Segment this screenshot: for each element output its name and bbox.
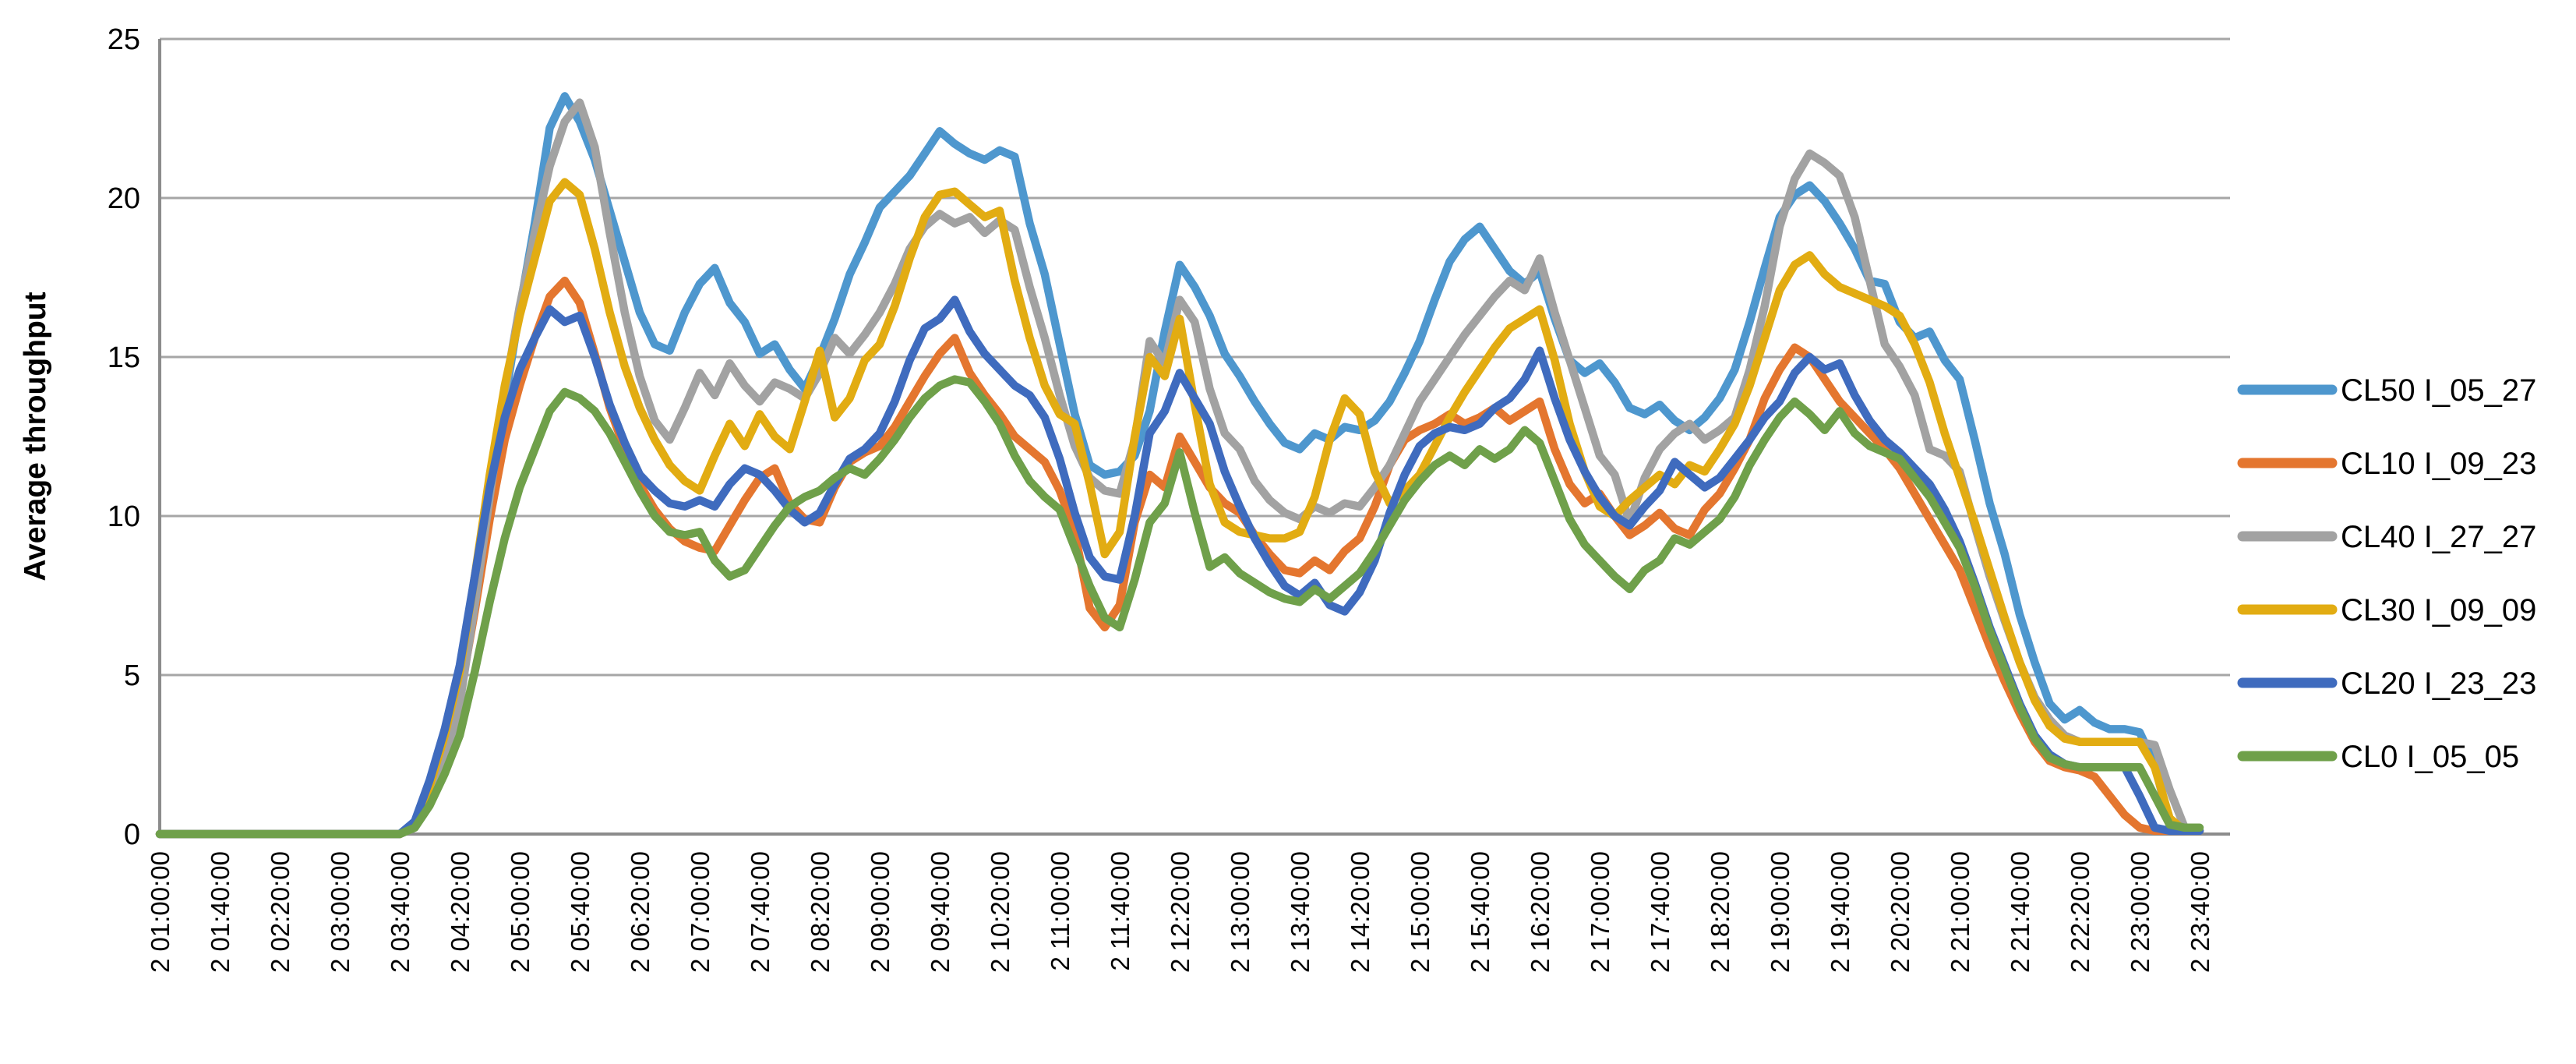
- y-tick-label: 15: [108, 341, 140, 374]
- x-tick-label: 2 16:20:00: [1526, 851, 1554, 973]
- series-line-cl0: [155, 375, 2204, 839]
- x-tick-label: 2 15:40:00: [1466, 851, 1494, 973]
- x-tick-label: 2 07:40:00: [746, 851, 775, 973]
- x-tick-label: 2 04:20:00: [446, 851, 475, 973]
- y-tick-label: 5: [124, 659, 140, 692]
- x-tick-label: 2 07:00:00: [686, 851, 715, 973]
- x-tick-label: 2 21:00:00: [1946, 851, 1974, 973]
- y-tick-label: 10: [108, 500, 140, 533]
- y-tick-label: 20: [108, 182, 140, 215]
- legend-label-cl30: CL30 I_09_09: [2341, 593, 2536, 627]
- legend-label-cl50: CL50 I_05_27: [2341, 373, 2536, 408]
- x-tick-label: 2 02:20:00: [266, 851, 295, 973]
- x-tick-label: 2 08:20:00: [806, 851, 835, 973]
- x-tick-label: 2 22:20:00: [2066, 851, 2094, 973]
- x-tick-label: 2 05:40:00: [566, 851, 595, 973]
- x-tick-label: 2 14:20:00: [1346, 851, 1374, 973]
- series-line-cl10: [155, 276, 2204, 839]
- x-tick-label: 2 11:40:00: [1106, 851, 1134, 971]
- x-tick-label: 2 12:20:00: [1166, 851, 1194, 973]
- legend-label-cl40: CL40 I_27_27: [2341, 520, 2536, 554]
- x-tick-label: 2 19:00:00: [1766, 851, 1794, 973]
- x-tick-label: 2 20:20:00: [1886, 851, 1914, 973]
- x-tick-label: 2 21:40:00: [2006, 851, 2034, 973]
- x-tick-label: 2 19:40:00: [1826, 851, 1854, 973]
- x-tick-label: 2 18:20:00: [1706, 851, 1734, 973]
- x-tick-label: 2 09:00:00: [866, 851, 895, 973]
- x-tick-label: 2 09:40:00: [926, 851, 955, 973]
- x-tick-label: 2 17:40:00: [1646, 851, 1674, 973]
- legend-label-cl20: CL20 I_23_23: [2341, 666, 2536, 701]
- y-axis-title: Average throughput: [19, 292, 52, 581]
- legend-label-cl0: CL0 I_05_05: [2341, 740, 2519, 774]
- x-tick-label: 2 23:40:00: [2186, 851, 2214, 973]
- y-tick-label: 0: [124, 818, 140, 851]
- y-tick-label: 25: [108, 23, 140, 56]
- series-line-cl30: [155, 178, 2204, 839]
- series-line-cl20: [155, 295, 2204, 839]
- x-tick-label: 2 01:40:00: [206, 851, 235, 973]
- x-tick-label: 2 10:20:00: [986, 851, 1015, 973]
- x-tick-label: 2 03:00:00: [326, 851, 355, 973]
- x-tick-label: 2 13:00:00: [1226, 851, 1254, 973]
- x-tick-label: 2 06:20:00: [626, 851, 655, 973]
- legend-label-cl10: CL10 I_09_23: [2341, 447, 2536, 481]
- x-tick-label: 2 05:00:00: [506, 851, 535, 973]
- x-tick-label: 2 17:00:00: [1586, 851, 1614, 973]
- x-tick-label: 2 23:00:00: [2126, 851, 2154, 973]
- x-tick-label: 2 03:40:00: [386, 851, 415, 973]
- x-tick-label: 2 13:40:00: [1286, 851, 1314, 973]
- x-tick-label: 2 01:00:00: [146, 851, 175, 973]
- x-tick-label: 2 15:00:00: [1406, 851, 1434, 973]
- x-tick-label: 2 11:00:00: [1046, 851, 1075, 971]
